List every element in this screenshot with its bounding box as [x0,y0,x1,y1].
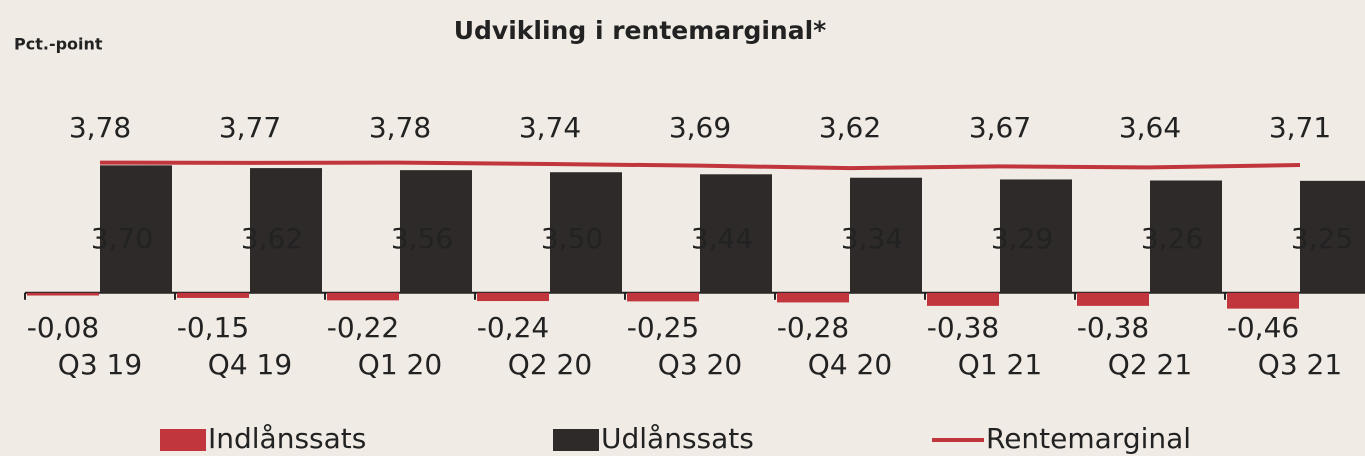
value-label: 3,25 [1291,222,1353,255]
value-label: -0,38 [927,311,999,344]
value-label: -0,22 [327,311,399,344]
value-label: -0,24 [477,311,549,344]
x-tick-label: Q3 19 [58,348,142,381]
value-label: 3,29 [991,222,1053,255]
value-label: -0,28 [777,311,849,344]
bar [1077,292,1149,306]
value-label: 3,62 [241,222,303,255]
bar [1000,179,1072,293]
bar [1150,180,1222,293]
value-label: -0,46 [1227,311,1299,344]
bar [177,292,249,298]
legend-label: Rentemarginal [986,422,1191,455]
bar [850,177,922,293]
chart-title: Udvikling i rentemarginal* [454,16,827,45]
value-label: 3,70 [91,222,153,255]
x-tick-label: Q2 20 [508,348,592,381]
bar [627,292,699,302]
bar [1227,292,1299,309]
x-tick-label: Q3 20 [658,348,742,381]
y-axis-label: Pct.-point [14,35,103,54]
bar [27,292,99,296]
value-label: 3,78 [69,111,131,144]
value-label: 3,69 [669,111,731,144]
x-tick-label: Q4 19 [208,348,292,381]
bar [550,172,622,293]
value-label: 3,26 [1141,222,1203,255]
value-label: 3,74 [519,111,581,144]
value-label: -0,25 [627,311,699,344]
line [99,160,1301,171]
value-label: 3,34 [841,222,903,255]
bar [327,292,399,301]
x-tick-label: Q3 21 [1258,348,1342,381]
value-label: 3,78 [369,111,431,144]
bar [400,170,472,293]
bar [777,292,849,303]
bar [477,292,549,302]
value-label: 3,62 [819,111,881,144]
bar [250,168,322,293]
value-label: -0,38 [1077,311,1149,344]
bar [700,174,772,293]
x-tick-label: Q1 21 [958,348,1042,381]
value-label: 3,50 [541,222,603,255]
value-label: -0,08 [27,311,99,344]
value-label: 3,77 [219,111,281,144]
bar [1300,180,1365,293]
legend-swatch [553,429,599,451]
bar [100,165,172,293]
value-label: -0,15 [177,311,249,344]
legend-label: Udlånssats [601,422,754,455]
value-label: 3,44 [691,222,753,255]
x-tick-label: Q1 20 [358,348,442,381]
value-label: 3,67 [969,111,1031,144]
legend-swatch [160,429,206,451]
legend-label: Indlånssats [208,422,366,455]
value-label: 3,64 [1119,111,1181,144]
x-tick-label: Q4 20 [808,348,892,381]
value-label: 3,56 [391,222,453,255]
x-tick-label: Q2 21 [1108,348,1192,381]
bar [927,292,999,306]
value-label: 3,71 [1269,111,1331,144]
